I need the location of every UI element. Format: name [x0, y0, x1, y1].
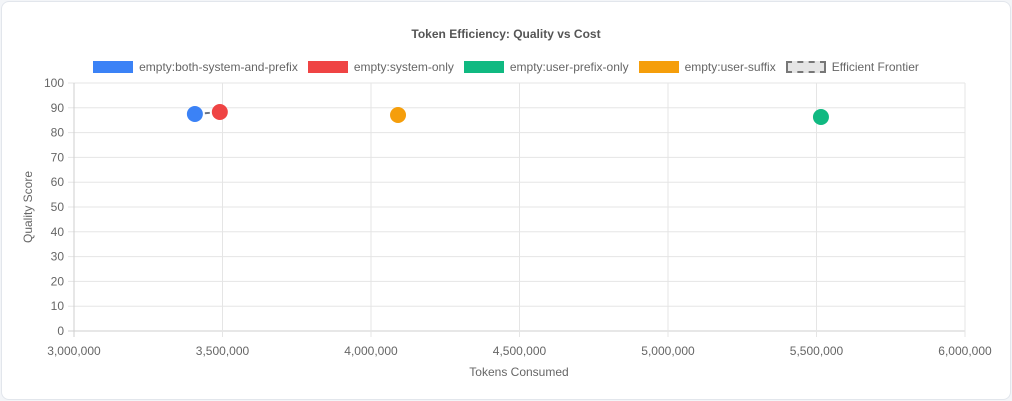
legend-label: empty:user-prefix-only: [509, 60, 629, 74]
data-point[interactable]: [186, 106, 203, 122]
legend-swatch: [93, 61, 134, 73]
legend-swatch: [307, 61, 348, 73]
legend-label: empty:both-system-and-prefix: [139, 60, 298, 74]
y-tick-label: 0: [57, 324, 64, 338]
legend-item-user-suffix[interactable]: empty:user-suffix: [638, 60, 776, 74]
data-series: [186, 104, 829, 125]
chart-title: Token Efficiency: Quality vs Cost: [411, 27, 601, 41]
legend-label: Efficient Frontier: [831, 60, 919, 74]
x-tick-label: 4,500,000: [493, 344, 547, 358]
legend-item-both-system-and-prefix[interactable]: empty:both-system-and-prefix: [93, 60, 298, 74]
y-tick-label: 40: [51, 225, 65, 239]
x-tick-label: 3,000,000: [47, 344, 101, 358]
x-axis-title: Tokens Consumed: [469, 365, 568, 379]
y-tick-label: 100: [44, 76, 64, 90]
legend-swatch: [638, 61, 679, 73]
data-point[interactable]: [812, 108, 829, 125]
y-tick-label: 50: [51, 200, 65, 214]
data-point[interactable]: [390, 106, 407, 123]
x-tick-label: 3,500,000: [196, 344, 250, 358]
y-tick-label: 90: [51, 101, 65, 115]
legend-label: empty:user-suffix: [684, 60, 776, 74]
y-tick-label: 20: [51, 274, 65, 288]
x-tick-label: 5,500,000: [790, 344, 844, 358]
legend-item-efficient-frontier[interactable]: Efficient Frontier: [785, 60, 919, 74]
y-tick-label: 10: [51, 299, 65, 313]
grid-lines: [68, 82, 966, 337]
legend-item-system-only[interactable]: empty:system-only: [307, 60, 454, 74]
y-tick-label: 30: [51, 250, 65, 264]
x-tick-label: 6,000,000: [938, 344, 992, 358]
legend-swatch: [463, 61, 504, 73]
y-tick-label: 80: [51, 126, 65, 140]
chart-legend: empty:both-system-and-prefix empty:syste…: [0, 60, 1012, 74]
x-tick-label: 5,000,000: [641, 344, 695, 358]
legend-label: empty:system-only: [353, 60, 454, 74]
y-tick-label: 60: [51, 175, 65, 189]
y-tick-label: 70: [51, 150, 65, 164]
x-tick-label: 4,000,000: [344, 344, 398, 358]
y-axis-ticks: 0 10 20 30 40 50 60 70 80 90 100: [44, 76, 64, 338]
legend-swatch: [785, 61, 826, 73]
data-point[interactable]: [211, 104, 228, 121]
legend-item-user-prefix-only[interactable]: empty:user-prefix-only: [463, 60, 629, 74]
y-axis-title: Quality Score: [21, 171, 35, 243]
x-axis-ticks: 3,000,000 3,500,000 4,000,000 4,500,000 5,00…: [47, 344, 992, 358]
